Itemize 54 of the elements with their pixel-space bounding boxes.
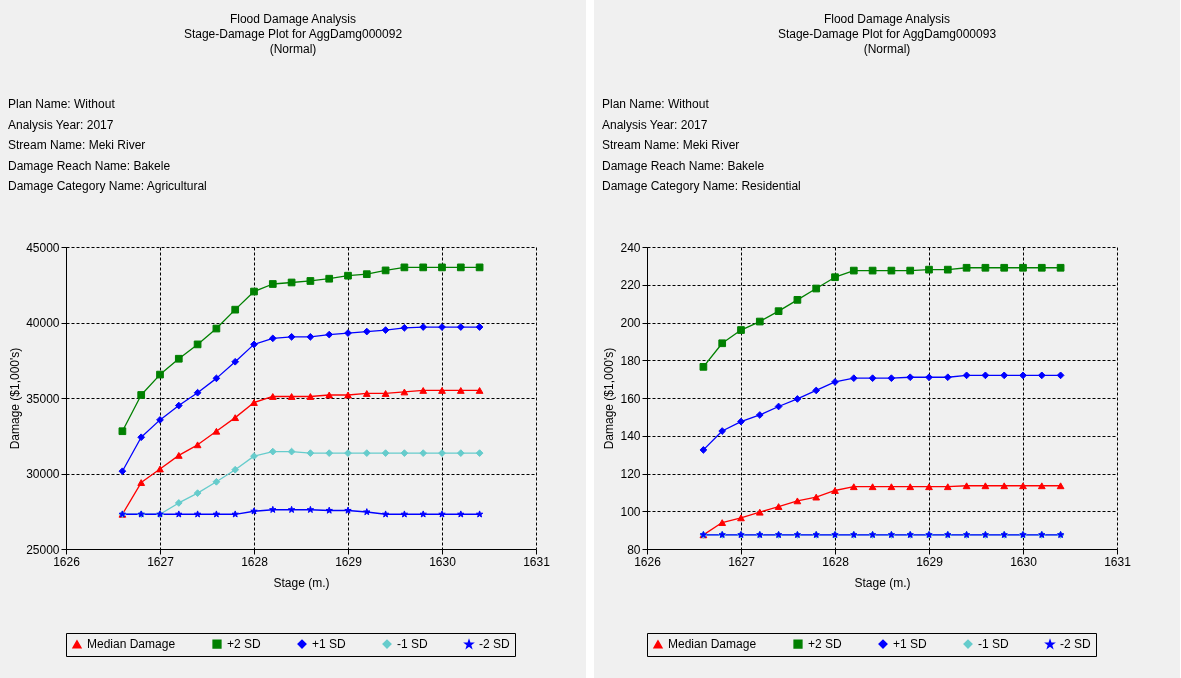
y-tick-label: 240 [620,240,641,255]
x-tick-label: 1627 [728,554,756,569]
text: Damage Category Name: Agricultural [8,178,208,195]
y-tick-label: 180 [620,353,641,368]
y-tick-label: 25000 [26,542,60,557]
y-tick-label: 120 [620,467,641,481]
x-tick-label: 1629 [916,554,944,569]
x-axis-title: Stage (m.) [273,575,330,590]
y-tick-label: 200 [620,316,641,330]
legend-label: +2 SD [808,637,843,652]
x-tick-label: 1628 [822,554,850,569]
x-tick-label: 1626 [53,554,81,569]
x-tick-label: 1629 [335,554,363,569]
x-axis-title: Stage (m.) [854,575,911,590]
y-axis-title: Damage ($1,000's) [602,347,617,450]
x-tick-label: 1628 [241,554,269,569]
y-tick-label: 140 [620,429,641,444]
legend-label: -2 SD [479,637,511,652]
x-tick-label: 1631 [1104,554,1132,569]
x-tick-label: 1627 [147,554,175,569]
y-tick-label: 40000 [26,316,60,330]
x-tick-label: 1630 [1010,554,1038,569]
text: Stream Name: Meki River [8,137,147,154]
y-tick-label: 30000 [26,467,60,481]
text: Damage Category Name: Residential [602,178,802,195]
y-tick-label: 220 [620,278,641,293]
chart-title: Flood Damage Analysis [228,12,358,27]
text: Stream Name: Meki River [602,137,741,154]
y-tick-label: 160 [620,391,641,406]
legend-label: +2 SD [227,637,262,652]
text: Analysis Year: 2017 [8,116,115,134]
legend-label: +1 SD [893,637,928,652]
chart-subtitle: Stage-Damage Plot for AggDamg000092 (Normal) [182,27,404,57]
text: Analysis Year: 2017 [602,116,709,134]
text: Plan Name: Without [8,96,116,113]
x-tick-label: 1631 [523,554,551,569]
legend-label: -1 SD [397,637,429,652]
legend-label: Median Damage [668,637,757,652]
y-tick-label: 100 [620,504,641,519]
x-tick-label: 1626 [634,554,662,569]
chart-subtitle: Stage-Damage Plot for AggDamg000093 (Normal) [776,27,998,57]
legend-label: -2 SD [1060,637,1092,652]
y-tick-label: 80 [627,542,641,557]
text: Plan Name: Without [602,96,710,113]
text: Damage Reach Name: Bakele [602,157,766,175]
x-tick-label: 1630 [429,554,457,569]
y-tick-label: 35000 [26,391,60,406]
chart-title: Flood Damage Analysis [822,12,952,27]
legend-label: Median Damage [87,637,176,652]
legend-label: +1 SD [312,637,347,652]
y-axis-title: Damage ($1,000's) [8,347,23,450]
text: Damage Reach Name: Bakele [8,157,172,175]
legend-label: -1 SD [978,637,1010,652]
y-tick-label: 45000 [26,240,60,255]
